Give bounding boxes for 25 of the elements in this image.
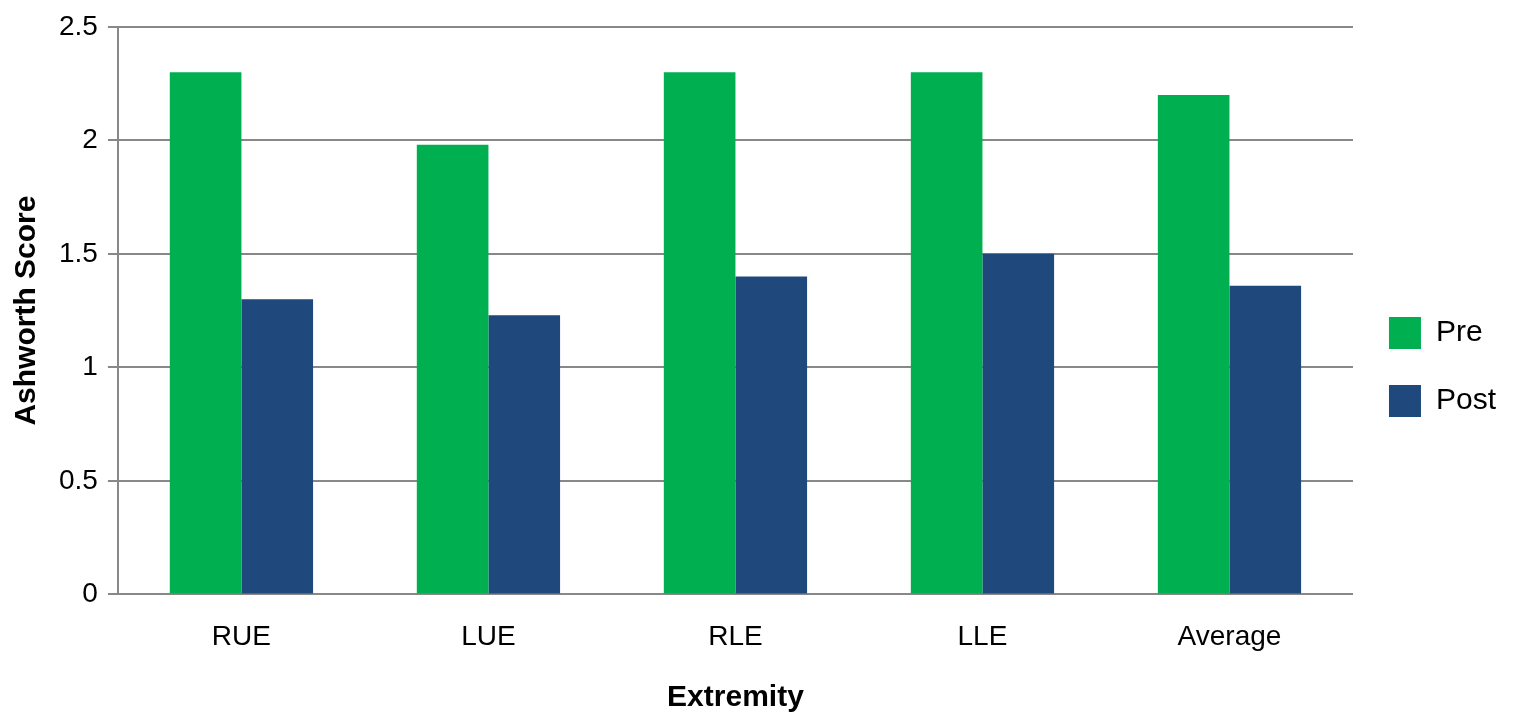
y-tick-label: 0.5 — [58, 463, 98, 495]
x-tick-label: LUE — [461, 619, 516, 651]
y-tick-label: 1.5 — [58, 236, 98, 268]
y-tick-label: 0 — [82, 577, 98, 609]
bar — [735, 276, 808, 594]
bar — [663, 72, 736, 594]
bar — [241, 299, 314, 594]
bar — [488, 315, 561, 594]
y-tick-label: 2 — [82, 123, 98, 155]
y-axis-title: Ashworth Score — [8, 195, 42, 426]
bar — [910, 72, 983, 594]
bar — [169, 72, 242, 594]
bar — [1229, 285, 1302, 594]
x-tick-label: RLE — [708, 619, 763, 651]
x-axis-title: Extremity — [667, 679, 805, 713]
bar — [982, 253, 1055, 594]
bar — [416, 144, 489, 594]
x-tick-label: Average — [1177, 619, 1282, 651]
x-tick-label: RUE — [211, 619, 271, 651]
y-tick-label: 1 — [82, 350, 98, 382]
x-tick-label: LLE — [957, 619, 1008, 651]
y-tick-label: 2.5 — [58, 9, 98, 41]
legend-label: Pre — [1435, 314, 1483, 348]
bar — [1157, 94, 1230, 594]
legend-label: Post — [1435, 382, 1497, 416]
